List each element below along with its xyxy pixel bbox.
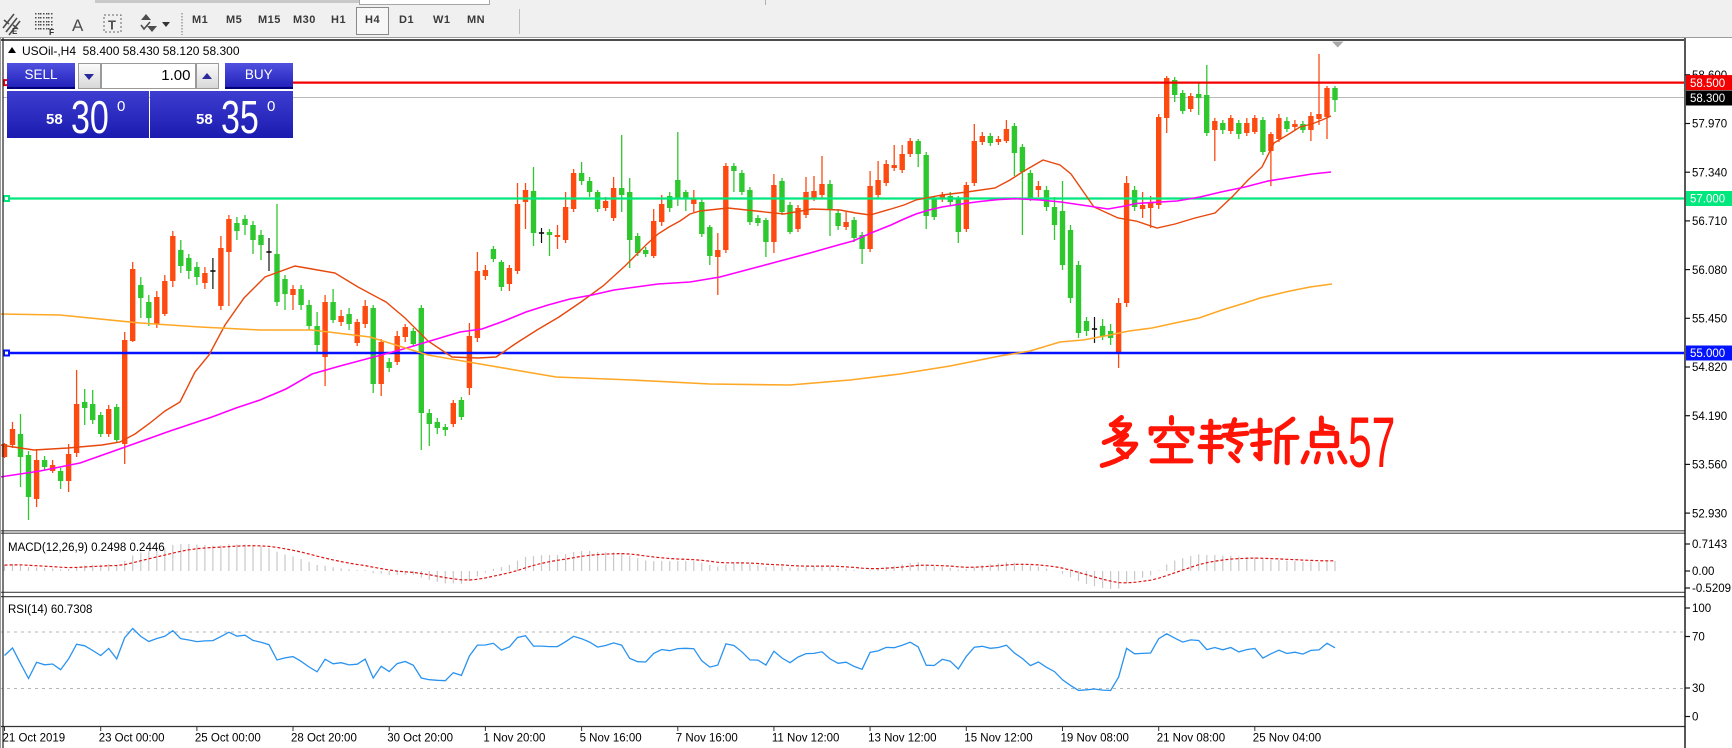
svg-text:7 Nov 16:00: 7 Nov 16:00	[676, 733, 738, 745]
svg-text:57: 57	[1348, 404, 1395, 483]
svg-text:0.7143: 0.7143	[1692, 539, 1727, 551]
svg-text:70: 70	[1692, 632, 1705, 644]
svg-text:52.930: 52.930	[1692, 508, 1727, 520]
svg-text:0.00: 0.00	[1692, 566, 1714, 578]
svg-text:0: 0	[267, 98, 275, 115]
svg-text:57.000: 57.000	[1690, 194, 1725, 206]
svg-text:5 Nov 16:00: 5 Nov 16:00	[580, 733, 642, 745]
svg-text:28 Oct 20:00: 28 Oct 20:00	[291, 733, 357, 745]
svg-text:56.710: 56.710	[1692, 216, 1727, 228]
svg-text:54.820: 54.820	[1692, 362, 1727, 374]
svg-text:57.340: 57.340	[1692, 167, 1727, 179]
svg-text:0: 0	[117, 98, 125, 115]
svg-text:53.560: 53.560	[1692, 460, 1727, 472]
svg-text:MACD(12,26,9) 0.2498 0.2446: MACD(12,26,9) 0.2498 0.2446	[8, 542, 165, 554]
svg-text:RSI(14) 60.7308: RSI(14) 60.7308	[8, 604, 92, 616]
svg-text:30 Oct 20:00: 30 Oct 20:00	[387, 733, 453, 745]
svg-text:25 Oct 00:00: 25 Oct 00:00	[195, 733, 261, 745]
svg-text:25 Nov 04:00: 25 Nov 04:00	[1253, 733, 1321, 745]
svg-text:E: E	[12, 27, 18, 36]
svg-text:13 Nov 12:00: 13 Nov 12:00	[868, 733, 936, 745]
svg-text:F: F	[49, 27, 54, 37]
svg-text:58.300: 58.300	[1690, 93, 1725, 105]
svg-text:15 Nov 12:00: 15 Nov 12:00	[964, 733, 1032, 745]
svg-text:11 Nov 12:00: 11 Nov 12:00	[772, 733, 840, 745]
svg-text:A: A	[72, 16, 84, 35]
svg-text:55.000: 55.000	[1690, 348, 1725, 360]
svg-text:57.970: 57.970	[1692, 119, 1727, 131]
svg-text:56.080: 56.080	[1692, 265, 1727, 277]
svg-text:21 Nov 08:00: 21 Nov 08:00	[1157, 733, 1225, 745]
svg-text:21 Oct 2019: 21 Oct 2019	[3, 733, 66, 745]
svg-text:58.500: 58.500	[1690, 78, 1725, 90]
svg-text:100: 100	[1692, 603, 1711, 615]
svg-text:23 Oct 00:00: 23 Oct 00:00	[99, 733, 165, 745]
svg-text:54.190: 54.190	[1692, 411, 1727, 423]
svg-text:-0.5209: -0.5209	[1692, 583, 1731, 595]
svg-text:19 Nov 08:00: 19 Nov 08:00	[1061, 733, 1129, 745]
svg-text:T: T	[108, 18, 116, 33]
svg-text:30: 30	[1692, 683, 1705, 695]
svg-text:30: 30	[71, 91, 109, 138]
svg-text:1 Nov 20:00: 1 Nov 20:00	[483, 733, 545, 745]
svg-text:35: 35	[221, 91, 259, 138]
svg-text:0: 0	[1692, 712, 1698, 724]
svg-text:55.450: 55.450	[1692, 314, 1727, 326]
